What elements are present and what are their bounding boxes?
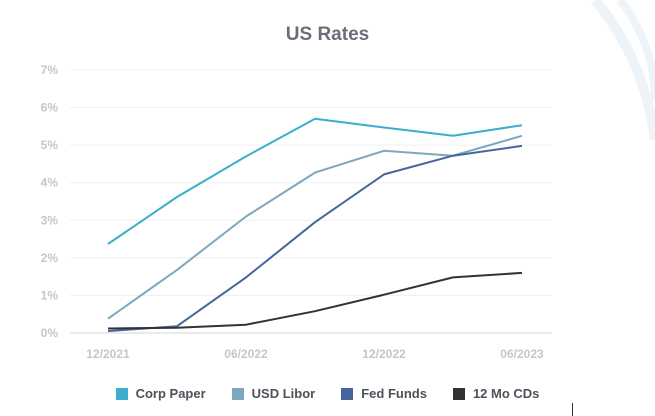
legend-swatch-fed-funds — [341, 387, 354, 400]
legend-item-12-mo-cds[interactable]: 12 Mo CDs — [452, 386, 540, 401]
y-tick-label: 3% — [41, 213, 59, 227]
series-line-usd-libor — [107, 134, 523, 320]
x-tick-label: 12/2022 — [362, 347, 406, 361]
legend-label-corp-paper: Corp Paper — [135, 386, 206, 401]
legend-swatch-corp-paper — [115, 387, 128, 400]
legend-label-usd-libor: USD Libor — [251, 386, 316, 401]
legend-swatch-12-mo-cds — [452, 387, 465, 400]
y-tick-label: 5% — [41, 138, 59, 152]
y-tick-label: 1% — [41, 288, 59, 302]
y-tick-label: 6% — [41, 101, 59, 115]
legend-label-fed-funds: Fed Funds — [361, 386, 427, 401]
y-tick-label: 2% — [41, 251, 59, 265]
legend-item-usd-libor[interactable]: USD Libor — [231, 386, 316, 401]
legend: Corp Paper USD Libor Fed Funds 12 Mo CDs — [0, 386, 655, 401]
x-tick-label: 06/2023 — [500, 347, 544, 361]
x-tick-label: 06/2022 — [224, 347, 268, 361]
text-cursor — [572, 403, 573, 416]
legend-item-fed-funds[interactable]: Fed Funds — [341, 386, 427, 401]
y-tick-label: 0% — [41, 326, 59, 340]
series-line-fed-funds — [107, 144, 523, 333]
series-line-12-mo-cds — [107, 271, 523, 330]
series-line-corp-paper — [107, 117, 523, 245]
legend-label-12-mo-cds: 12 Mo CDs — [472, 386, 540, 401]
legend-item-corp-paper[interactable]: Corp Paper — [115, 386, 206, 401]
chart-title: US Rates — [285, 24, 370, 45]
y-tick-label: 4% — [41, 176, 59, 190]
legend-swatch-usd-libor — [231, 387, 244, 400]
y-tick-label: 7% — [41, 63, 59, 77]
x-tick-label: 12/2021 — [86, 347, 130, 361]
